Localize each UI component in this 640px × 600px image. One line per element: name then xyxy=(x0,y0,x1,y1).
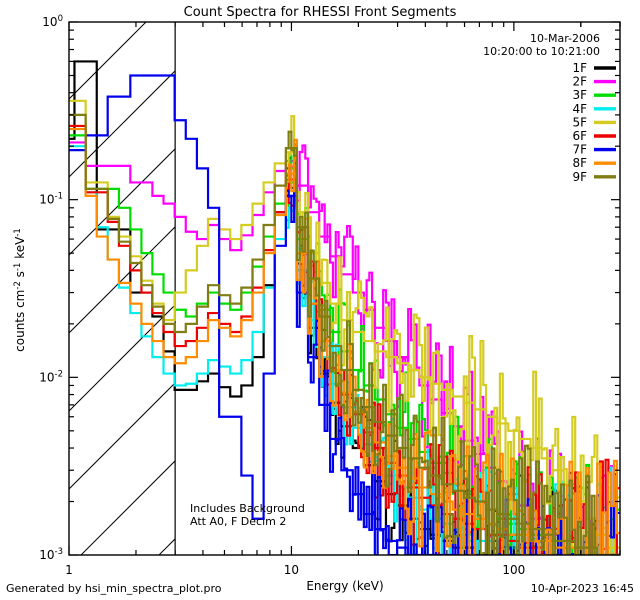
legend-label-1f: 1F xyxy=(572,61,587,75)
y-tick-label: 100 xyxy=(42,14,63,29)
y-axis-label-sup1: -2 xyxy=(13,281,23,289)
series-5f-noise xyxy=(285,115,620,555)
annotation-background: Includes Background xyxy=(190,502,305,515)
svg-text:10-3: 10-3 xyxy=(39,547,63,562)
y-axis-label-base2: s xyxy=(13,271,27,281)
legend-label-6f: 6F xyxy=(572,129,587,143)
y-axis-label-sup3: -1 xyxy=(13,228,23,236)
svg-text:10-1: 10-1 xyxy=(39,192,63,207)
series-9f xyxy=(69,113,620,555)
legend-label-7f: 7F xyxy=(572,143,587,157)
axes-frame xyxy=(68,21,621,556)
y-axis-label-base3: keV xyxy=(13,236,27,263)
data-curves xyxy=(69,60,620,555)
y-tick-label: 10-2 xyxy=(39,369,63,384)
y-tick-labels: 100 10-1 10-2 10-3 xyxy=(39,14,63,562)
legend-label-3f: 3F xyxy=(572,88,587,102)
observation-time-range: 10:20:00 to 10:21:00 xyxy=(483,45,600,58)
y-tick-label: 10-3 xyxy=(39,547,63,562)
legend-label-8f: 8F xyxy=(572,156,587,170)
svg-text:100: 100 xyxy=(42,14,63,29)
x-tick-labels: 1 10 100 xyxy=(65,563,525,577)
y-tick-label: 10-1 xyxy=(39,192,63,207)
footer-timestamp: 10-Apr-2023 16:45 xyxy=(531,582,634,595)
page-title: Count Spectra for RHESSI Front Segments xyxy=(184,5,457,20)
y-axis-label-sup2: -1 xyxy=(13,263,23,271)
x-tick-label: 1 xyxy=(65,563,73,577)
footer-generator: Generated by hsi_min_spectra_plot.pro xyxy=(6,582,222,595)
x-axis-label: Energy (keV) xyxy=(306,579,383,593)
annotation-attenuator: Att A0, F Decim 2 xyxy=(190,515,286,528)
y-axis-label-base1: counts cm xyxy=(13,290,27,352)
series-8f-noise xyxy=(285,138,620,555)
y-axis-label: counts cm-2 s-1 keV-1 xyxy=(13,228,27,352)
legend-label-9f: 9F xyxy=(572,170,587,184)
x-tick-label: 100 xyxy=(502,563,525,577)
x-tick-label: 10 xyxy=(284,563,299,577)
observation-date: 10-Mar-2006 xyxy=(530,32,600,45)
svg-text:counts cm-2 s-1 keV-1: counts cm-2 s-1 keV-1 xyxy=(13,228,27,352)
svg-text:10-2: 10-2 xyxy=(39,369,63,384)
legend-label-5f: 5F xyxy=(572,115,587,129)
legend-label-2f: 2F xyxy=(572,75,587,89)
series-9f-noise xyxy=(285,130,620,555)
legend-label-4f: 4F xyxy=(572,102,587,116)
